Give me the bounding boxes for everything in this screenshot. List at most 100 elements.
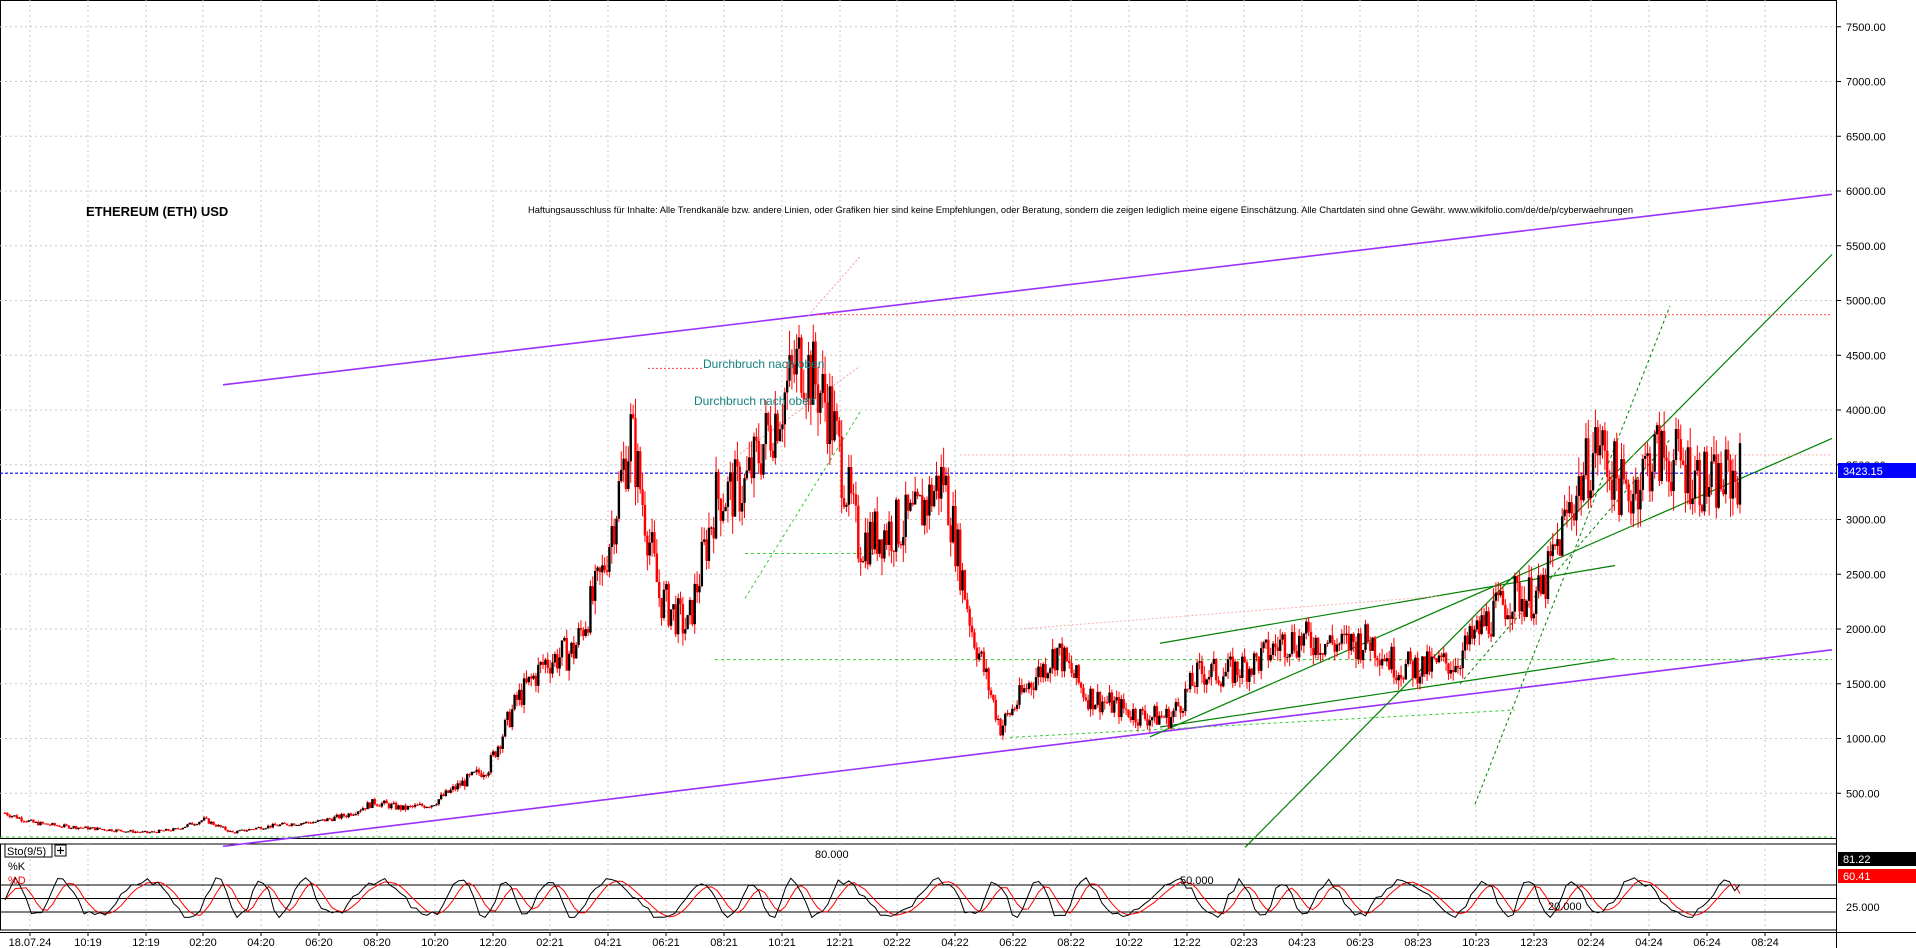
candle: [172, 827, 175, 832]
candle: [1015, 700, 1019, 712]
candle: [1383, 654, 1386, 662]
candle: [705, 529, 708, 570]
candle: [1499, 584, 1502, 598]
candle: [489, 752, 493, 775]
candle: [556, 648, 559, 673]
candle: [620, 451, 623, 483]
candle: [1598, 424, 1602, 465]
candle: [269, 825, 272, 829]
candle: [612, 518, 616, 555]
candle: [1568, 485, 1571, 518]
candle: [496, 745, 500, 761]
candle: [1276, 636, 1280, 661]
candle: [1257, 656, 1261, 674]
candle: [1665, 445, 1668, 482]
candle: [243, 829, 246, 832]
candle: [546, 652, 549, 674]
candle: [691, 599, 694, 627]
resistance-line: [739, 365, 861, 455]
candle: [1397, 672, 1400, 690]
x-tick-label: 10:21: [768, 937, 796, 948]
disclaimer-text: Haftungsausschluss für Inhalte: Alle Tre…: [528, 205, 1633, 215]
candle: [375, 803, 379, 807]
candle: [345, 814, 348, 819]
candle: [1679, 424, 1682, 469]
candle: [1561, 508, 1564, 558]
candle: [1672, 448, 1675, 511]
candle: [641, 472, 644, 517]
candle: [1388, 650, 1391, 671]
candle: [1696, 445, 1699, 476]
candle: [560, 640, 564, 667]
d-value-tag: [1838, 869, 1916, 883]
candle: [8, 813, 11, 819]
candle: [321, 819, 324, 821]
candle: [454, 784, 457, 792]
candle: [987, 667, 990, 700]
candle: [1039, 662, 1042, 683]
candle: [1684, 450, 1687, 513]
candle: [86, 825, 90, 831]
trend-line: [1159, 657, 1616, 728]
candle: [1553, 543, 1557, 550]
candle: [1091, 688, 1095, 716]
candle: [899, 541, 903, 549]
candle: [624, 445, 628, 492]
candle: [897, 498, 900, 548]
candle: [122, 831, 125, 833]
candle: [1305, 618, 1308, 640]
x-tick-label: 04:21: [594, 937, 622, 948]
candle: [157, 829, 161, 834]
candle: [861, 556, 865, 564]
candle: [366, 800, 369, 810]
candle: [878, 539, 881, 557]
candle: [1364, 619, 1367, 653]
candle: [150, 830, 154, 833]
candle: [1177, 697, 1180, 707]
candle: [136, 830, 139, 833]
candle: [449, 787, 452, 794]
candle: [1425, 644, 1429, 681]
candle: [601, 554, 604, 586]
candle: [480, 770, 483, 778]
candle: [72, 825, 75, 829]
candle: [1267, 631, 1270, 669]
candle: [1698, 452, 1701, 517]
candle: [387, 802, 391, 810]
candle: [650, 518, 654, 557]
candle: [1478, 616, 1481, 646]
candle: [1004, 712, 1007, 733]
candle: [1677, 419, 1680, 452]
candle: [219, 824, 222, 828]
candle: [195, 823, 199, 826]
candle: [994, 694, 997, 723]
candle: [1625, 471, 1628, 490]
candle: [214, 823, 218, 828]
candle: [885, 523, 888, 551]
candle: [22, 820, 26, 823]
candle: [1278, 629, 1282, 662]
x-tick-label: 02:21: [536, 937, 564, 948]
candle: [636, 443, 640, 504]
candle: [1297, 628, 1301, 662]
candle: [823, 356, 827, 422]
candle: [392, 800, 395, 805]
candle: [1651, 463, 1654, 502]
candle: [1700, 503, 1704, 514]
candle: [1347, 625, 1351, 660]
candle: [1463, 628, 1467, 659]
x-tick-label: 06:20: [305, 937, 333, 948]
candle: [413, 803, 417, 809]
candle: [342, 813, 346, 818]
candle: [1570, 494, 1573, 531]
candle: [1124, 702, 1128, 715]
x-tick-label: 04:22: [941, 937, 969, 948]
candle: [767, 411, 770, 432]
candle: [1129, 710, 1133, 723]
candle: [1030, 681, 1033, 696]
candle: [1442, 646, 1445, 662]
candle: [1525, 599, 1528, 618]
candle: [394, 801, 398, 810]
candle: [29, 819, 33, 821]
x-tick-label: 02:24: [1577, 937, 1605, 948]
